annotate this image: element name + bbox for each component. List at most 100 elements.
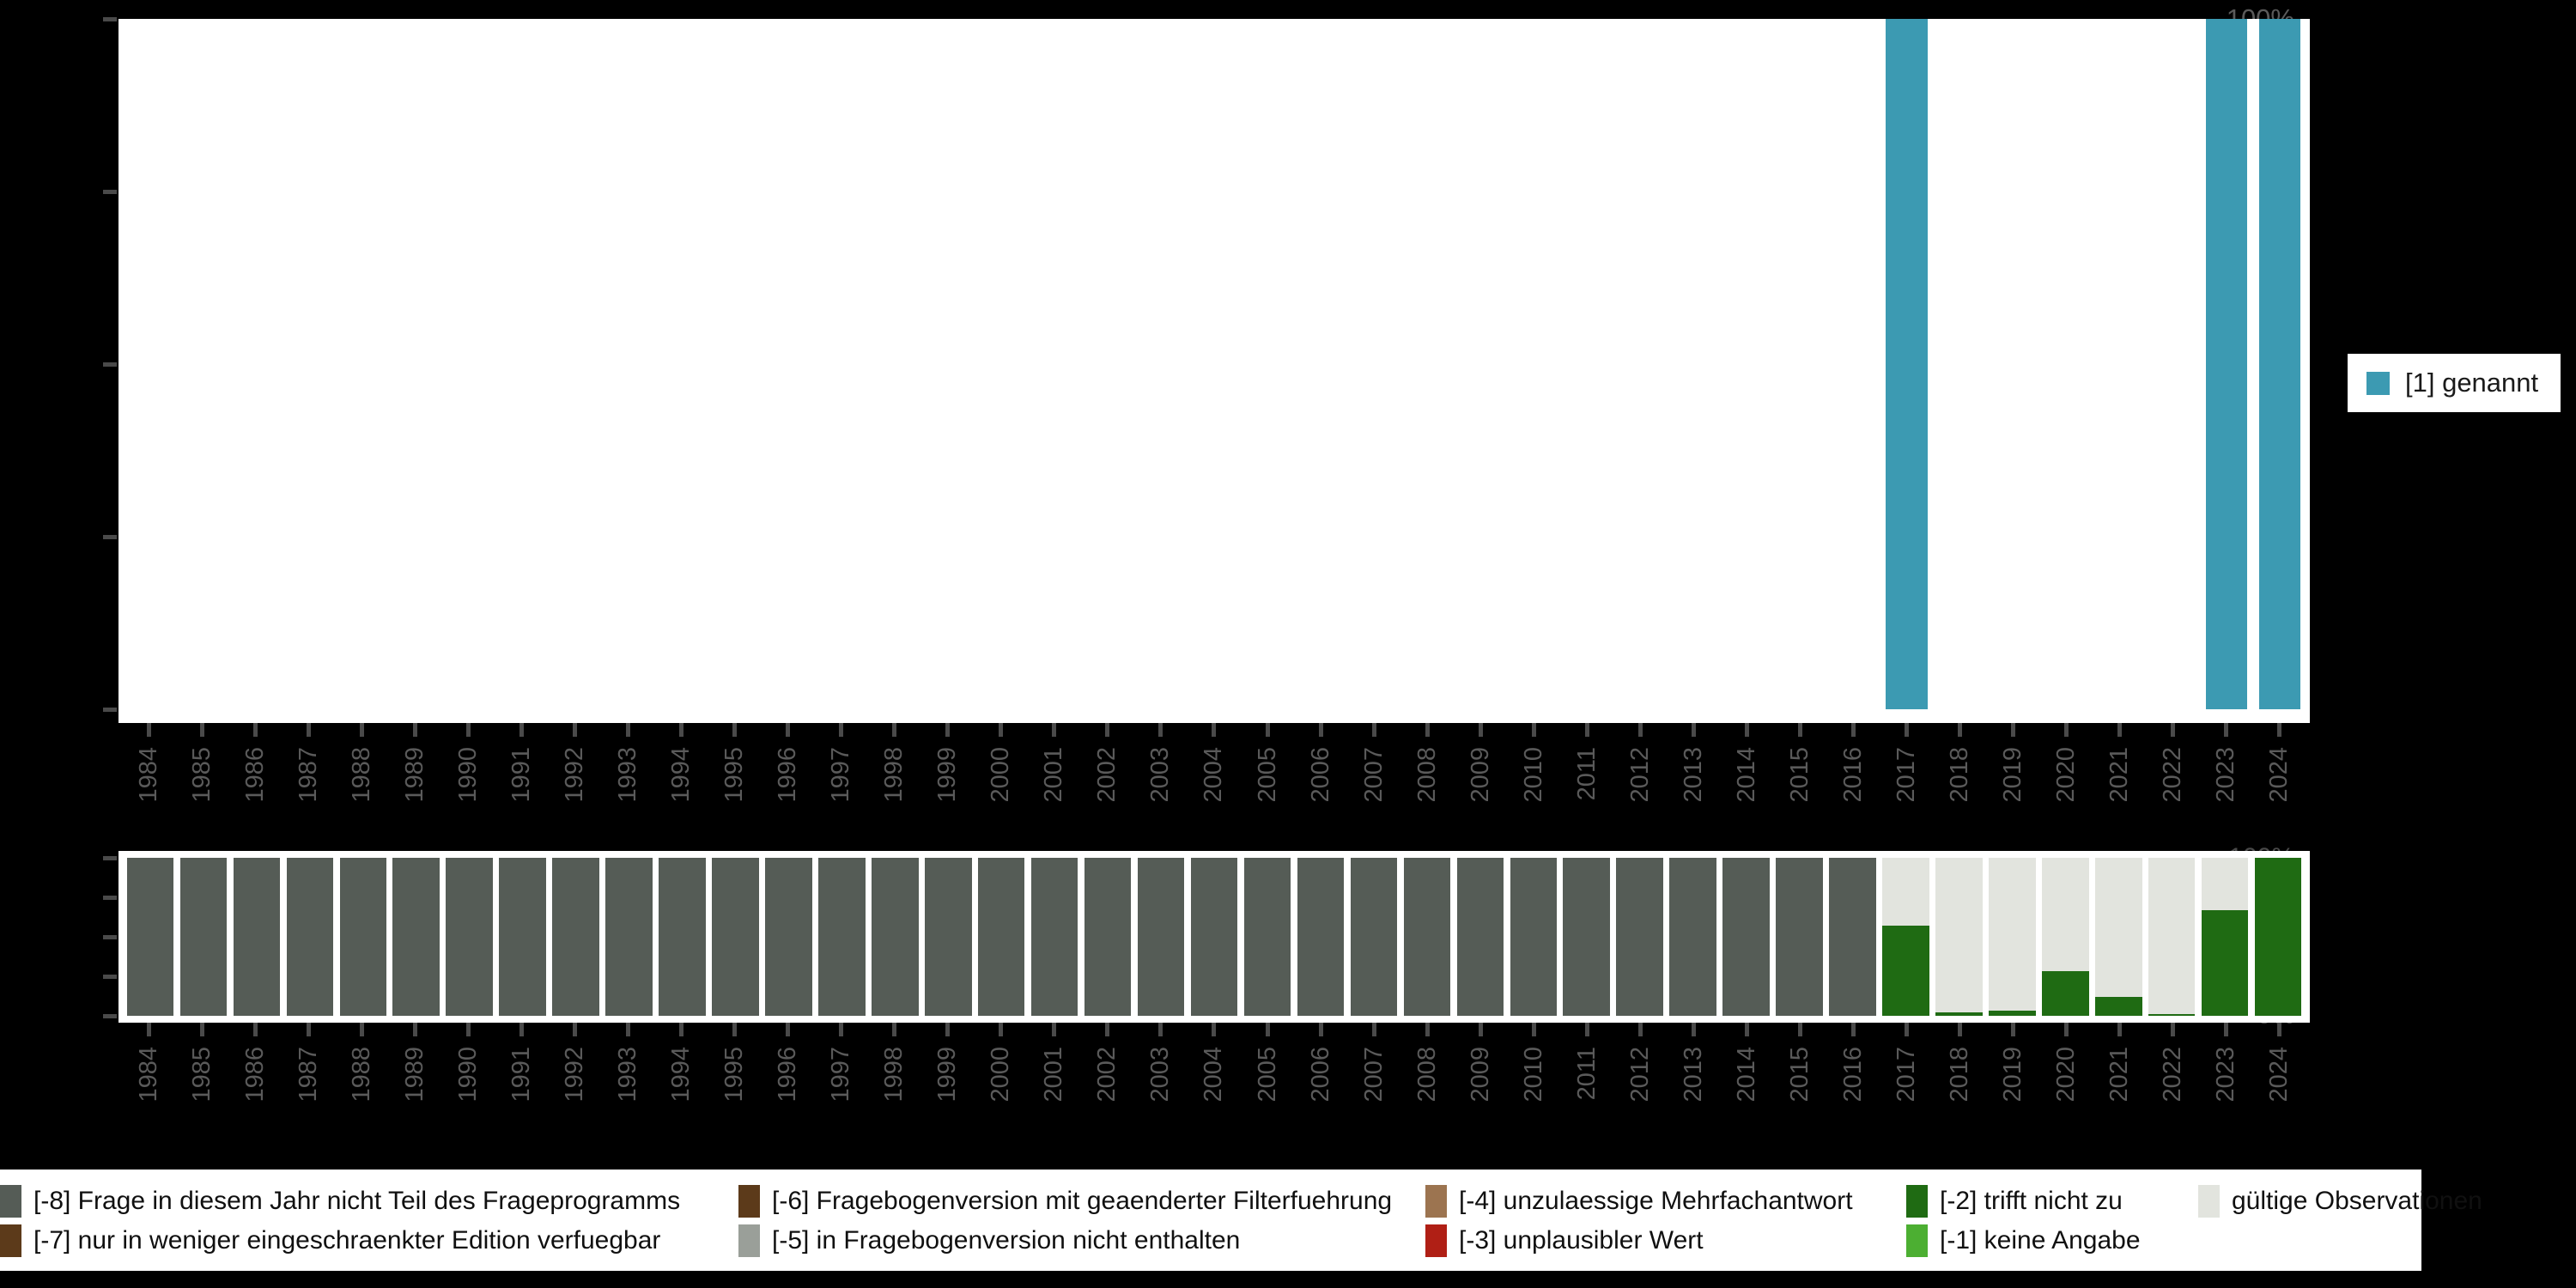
stacked-bar-slot <box>2145 858 2198 1016</box>
x-tick: 2011 <box>1560 1023 1613 1103</box>
x-tick: 2000 <box>975 723 1028 803</box>
stacked-bar[interactable] <box>1882 858 1929 1016</box>
stacked-bar[interactable] <box>2094 858 2142 1016</box>
stacked-bar[interactable] <box>233 858 281 1016</box>
bottom-y-tick-mark <box>103 935 117 939</box>
legend-item[interactable]: [-8] Frage in diesem Jahr nicht Teil des… <box>0 1182 738 1221</box>
x-tick-label: 2007 <box>1359 747 1388 803</box>
x-tick: 1991 <box>495 723 548 803</box>
stacked-bar[interactable] <box>1084 858 1132 1016</box>
x-tick-mark <box>839 723 844 737</box>
stacked-bar[interactable] <box>1297 858 1345 1016</box>
legend-item[interactable]: [-6] Fragebogenversion mit geaenderter F… <box>738 1182 1425 1221</box>
x-tick-label: 2009 <box>1466 747 1494 803</box>
stacked-bar[interactable] <box>339 858 387 1016</box>
x-tick-label: 2014 <box>1732 747 1760 803</box>
bottom-y-tick-mark <box>103 856 117 860</box>
top-bar-slot <box>1720 19 1773 709</box>
legend-item[interactable]: [-1] keine Angabe <box>1906 1221 2198 1261</box>
stacked-bar[interactable] <box>1030 858 1078 1016</box>
top-bar-slot <box>1134 19 1188 709</box>
stacked-bar-slot <box>390 858 443 1016</box>
x-tick-label: 1987 <box>294 747 322 803</box>
series-legend[interactable]: [1] genannt <box>2348 354 2561 412</box>
stacked-bar[interactable] <box>179 858 228 1016</box>
stacked-bar[interactable] <box>1722 858 1770 1016</box>
stacked-bar[interactable] <box>1776 858 1823 1016</box>
stacked-bar[interactable] <box>712 858 759 1016</box>
x-tick-label: 2013 <box>1679 747 1707 803</box>
stacked-bar[interactable] <box>1350 858 1398 1016</box>
top-bar[interactable] <box>2258 19 2301 709</box>
stacked-bar-segment-valid <box>1935 858 1983 1013</box>
x-tick: 2007 <box>1347 723 1400 803</box>
stacked-bar-slot <box>1826 858 1880 1016</box>
stacked-bar-slot <box>337 858 390 1016</box>
stacked-bar[interactable] <box>1563 858 1610 1016</box>
stacked-bar[interactable] <box>2254 858 2302 1016</box>
top-bar[interactable] <box>2205 19 2248 709</box>
stacked-bar[interactable] <box>2042 858 2089 1016</box>
x-tick-mark <box>1425 1023 1430 1036</box>
x-tick: 1985 <box>175 1023 228 1103</box>
stacked-bar[interactable] <box>1829 858 1876 1016</box>
legend-item[interactable]: [-5] in Fragebogenversion nicht enthalte… <box>738 1221 1425 1261</box>
stacked-bar[interactable] <box>1190 858 1238 1016</box>
stacked-bar[interactable] <box>659 858 706 1016</box>
legend-label: [-3] unplausibler Wert <box>1459 1226 1704 1255</box>
stacked-bar-slot <box>656 858 709 1016</box>
x-tick-label: 2021 <box>2105 1047 2134 1103</box>
stacked-bar[interactable] <box>2201 858 2249 1016</box>
stacked-bar[interactable] <box>1403 858 1451 1016</box>
stacked-bar[interactable] <box>977 858 1025 1016</box>
stacked-bar[interactable] <box>1616 858 1663 1016</box>
top-bar-slot <box>1934 19 1987 709</box>
stacked-bar[interactable] <box>1669 858 1716 1016</box>
top-bar-slot <box>1560 19 1613 709</box>
stacked-bar[interactable] <box>1137 858 1185 1016</box>
x-tick-mark <box>146 723 151 737</box>
stacked-bar[interactable] <box>2148 858 2196 1016</box>
top-bar-slot <box>1613 19 1667 709</box>
stacked-bar[interactable] <box>552 858 599 1016</box>
x-tick: 2002 <box>1081 723 1134 803</box>
top-bar[interactable] <box>1886 19 1928 709</box>
stacked-bar[interactable] <box>126 858 174 1016</box>
top-y-tick-mark <box>103 362 117 367</box>
legend-item[interactable]: [-4] unzulaessige Mehrfachantwort <box>1425 1182 1906 1221</box>
stacked-bar[interactable] <box>605 858 653 1016</box>
top-bar-slot <box>2093 19 2147 709</box>
stacked-bar[interactable] <box>392 858 440 1016</box>
stacked-bar-segment-m8 <box>126 858 174 1016</box>
stacked-bar[interactable] <box>1510 858 1558 1016</box>
x-tick: 1993 <box>601 723 654 803</box>
stacked-bar-slot <box>2198 858 2251 1016</box>
stacked-bar[interactable] <box>1989 858 2036 1016</box>
x-tick-mark <box>146 1023 151 1036</box>
x-tick: 2013 <box>1667 723 1720 803</box>
x-tick-mark <box>945 723 951 737</box>
x-tick-mark <box>412 723 417 737</box>
stacked-bar[interactable] <box>1935 858 1983 1016</box>
stacked-bar[interactable] <box>499 858 546 1016</box>
stacked-bar[interactable] <box>925 858 972 1016</box>
stacked-bar-segment-m8 <box>1350 858 1398 1016</box>
stacked-bar-segment-m8 <box>1776 858 1823 1016</box>
legend-item[interactable]: [-3] unplausibler Wert <box>1425 1221 1906 1261</box>
legend-item[interactable]: [-7] nur in weniger eingeschraenkter Edi… <box>0 1221 738 1261</box>
legend-item[interactable]: gültige Observationen <box>2198 1182 2482 1221</box>
x-tick: 2020 <box>2040 1023 2093 1103</box>
legend-item[interactable]: [-2] trifft nicht zu <box>1906 1182 2198 1221</box>
stacked-bar[interactable] <box>1243 858 1291 1016</box>
stacked-bar[interactable] <box>446 858 493 1016</box>
x-tick: 2010 <box>1507 1023 1560 1103</box>
stacked-bar-segment-m8 <box>872 858 919 1016</box>
stacked-bar[interactable] <box>1456 858 1504 1016</box>
stacked-bar[interactable] <box>818 858 866 1016</box>
x-tick-mark <box>732 723 738 737</box>
stacked-bar[interactable] <box>286 858 334 1016</box>
x-tick-label: 2013 <box>1679 1047 1707 1103</box>
stacked-bar[interactable] <box>872 858 919 1016</box>
stacked-bar[interactable] <box>765 858 812 1016</box>
top-bar-slot <box>654 19 708 709</box>
